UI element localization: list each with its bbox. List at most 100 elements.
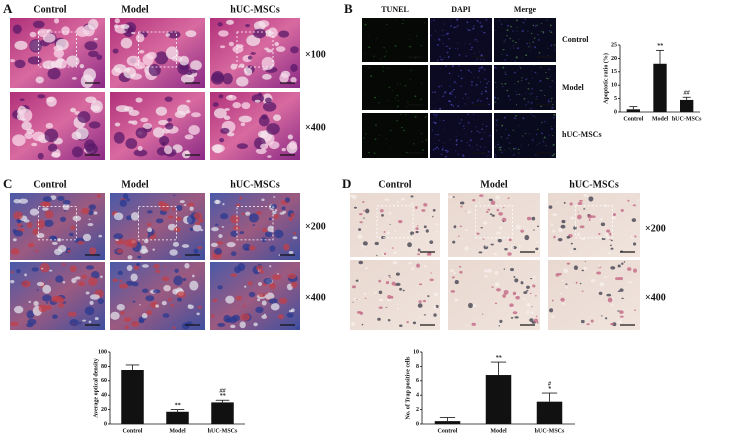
texture: [383, 231, 386, 233]
texture: [532, 141, 534, 143]
texture: [152, 289, 161, 294]
texture: [416, 225, 419, 227]
texture: [494, 302, 498, 305]
texture: [521, 77, 523, 79]
texture: [448, 100, 451, 103]
texture: [488, 103, 490, 105]
texture: [394, 45, 397, 47]
texture: [410, 69, 413, 72]
texture: [425, 115, 427, 118]
texture: [547, 100, 550, 103]
texture: [47, 67, 61, 80]
texture: [261, 198, 265, 202]
texture: [239, 196, 243, 200]
texture: [290, 76, 297, 83]
texture: [114, 24, 119, 29]
texture: [460, 205, 463, 208]
texture: [512, 154, 515, 156]
texture: [548, 98, 550, 101]
texture: [401, 55, 403, 57]
texture: [494, 252, 497, 256]
texture: [216, 241, 224, 245]
texture: [561, 219, 566, 224]
texture: [550, 223, 554, 226]
texture: [13, 199, 21, 204]
texture: [539, 90, 541, 92]
texture: [401, 127, 403, 129]
texture: [240, 313, 251, 321]
row-label: Control: [562, 35, 589, 44]
texture: [538, 52, 541, 54]
texture: [464, 43, 466, 45]
x-tick-label: Control: [623, 116, 643, 122]
texture: [522, 21, 525, 24]
texture: [464, 93, 467, 95]
texture: [524, 234, 530, 241]
texture: [62, 263, 66, 266]
texture: [479, 146, 482, 148]
texture: [398, 220, 403, 224]
texture: [258, 282, 262, 286]
texture: [529, 42, 531, 44]
texture: [224, 108, 230, 111]
texture: [288, 140, 297, 150]
texture: [173, 227, 181, 233]
texture: [14, 59, 26, 69]
column-header: Control: [378, 179, 411, 190]
texture: [225, 295, 235, 304]
texture: [173, 275, 183, 286]
image-bg: [362, 113, 428, 158]
texture: [482, 313, 484, 315]
texture: [28, 300, 32, 304]
texture: [257, 298, 261, 302]
column-header: hUC-MSCs: [569, 179, 619, 190]
texture: [561, 279, 564, 282]
texture: [618, 277, 624, 281]
texture: [495, 124, 498, 126]
texture: [283, 243, 290, 251]
texture: [535, 315, 538, 317]
texture: [16, 219, 22, 224]
texture: [495, 130, 497, 132]
texture: [627, 267, 632, 271]
texture: [186, 99, 191, 103]
texture: [494, 153, 496, 156]
texture: [364, 94, 366, 96]
texture: [26, 128, 35, 134]
texture: [292, 236, 298, 240]
texture: [570, 216, 575, 220]
texture: [425, 229, 429, 233]
texture: [24, 132, 33, 140]
texture: [410, 78, 412, 80]
micrograph: [10, 92, 105, 160]
texture: [228, 41, 234, 47]
texture: [87, 50, 99, 58]
texture: [455, 26, 458, 28]
texture: [396, 119, 398, 122]
texture: [10, 247, 20, 255]
texture: [541, 30, 542, 32]
texture: [456, 25, 459, 27]
texture: [211, 314, 215, 318]
texture: [387, 295, 392, 300]
y-tick-label: 25: [611, 42, 617, 48]
texture: [31, 142, 38, 147]
texture: [487, 155, 489, 157]
texture: [153, 264, 160, 269]
texture: [501, 124, 504, 127]
texture: [525, 54, 528, 57]
texture: [591, 215, 596, 218]
texture: [427, 295, 430, 298]
texture: [480, 100, 482, 102]
texture: [113, 63, 127, 73]
texture: [363, 217, 365, 219]
texture: [535, 154, 537, 156]
texture: [446, 51, 449, 54]
image-bg: [494, 18, 556, 62]
texture: [509, 303, 514, 308]
texture: [189, 227, 194, 232]
texture: [174, 268, 179, 273]
texture: [234, 266, 242, 273]
texture: [487, 268, 493, 273]
micrograph: [430, 113, 492, 158]
